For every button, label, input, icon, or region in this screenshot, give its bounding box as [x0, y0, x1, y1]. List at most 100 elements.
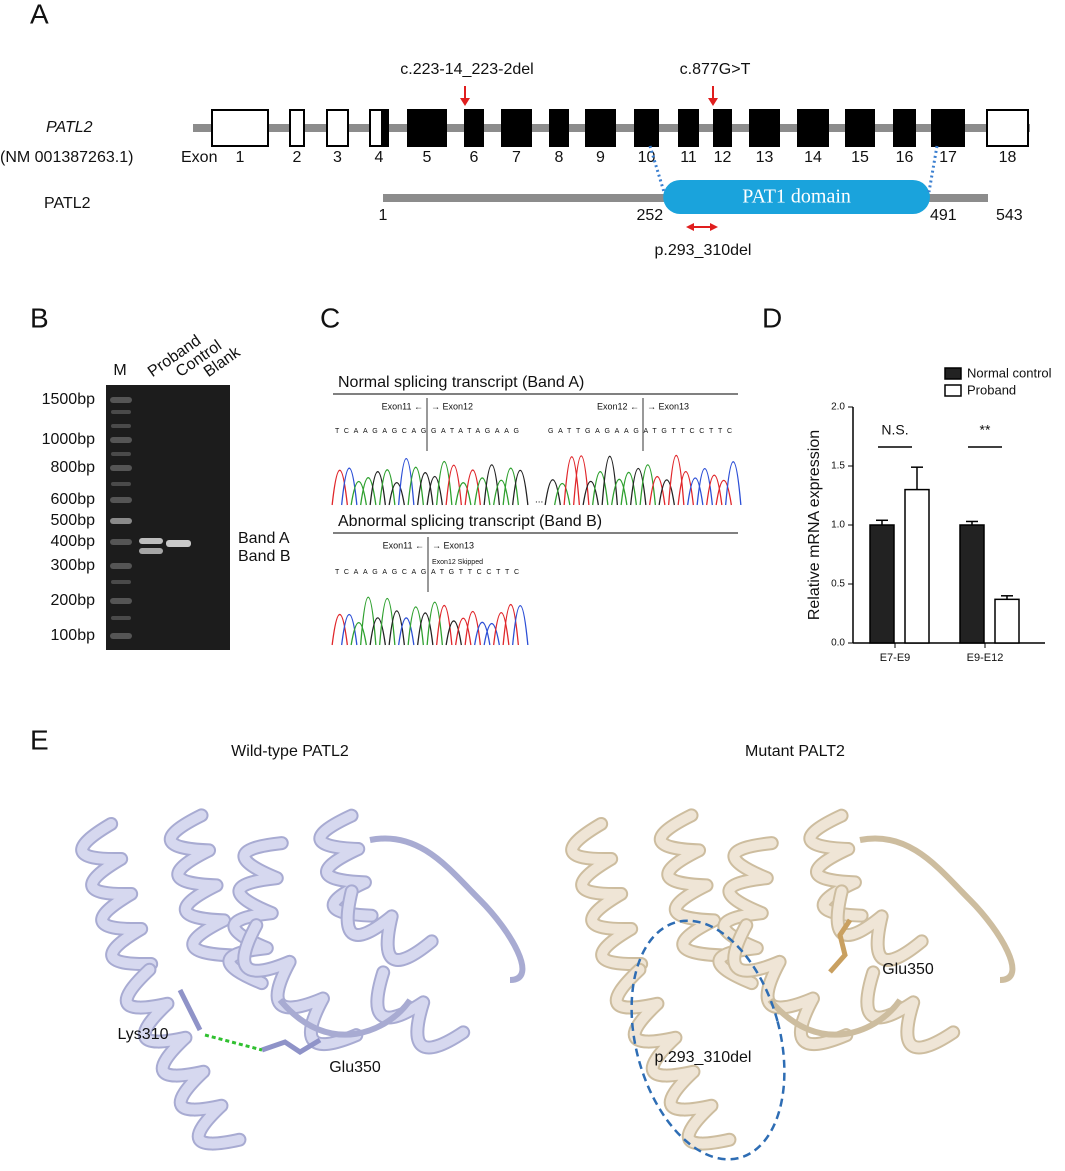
- y-tick-label: 1.5: [831, 461, 845, 472]
- chromatogram-peak: [360, 596, 377, 646]
- chromatogram-peak: [601, 455, 618, 506]
- residue-label: Lys310: [118, 1026, 169, 1043]
- variant-arrowhead: [708, 98, 718, 106]
- bar: [959, 524, 985, 644]
- exon-number: 15: [851, 149, 869, 166]
- side-chain: [828, 918, 853, 974]
- exon-box: [407, 109, 447, 147]
- chromatogram-peak: [677, 470, 694, 506]
- accession: (NM 001387263.1): [0, 149, 133, 166]
- exon-box: [749, 109, 780, 147]
- chromatogram-peak: [379, 597, 396, 646]
- chromatogram-peak: [398, 457, 415, 506]
- exon-number: 10: [638, 149, 656, 166]
- chromatogram-peak: [611, 478, 628, 506]
- position-label: 543: [996, 207, 1023, 224]
- chromatogram-peak: [696, 468, 713, 506]
- deletion-arrowhead: [686, 223, 718, 231]
- chromatogram-peak: [630, 468, 647, 506]
- junction-left: Exon12 ←: [597, 401, 639, 411]
- transcript-title: Abnormal splicing transcript (Band B): [338, 513, 602, 530]
- chromatogram-peak: [687, 477, 704, 506]
- ladder-label: 400bp: [51, 533, 96, 550]
- helix: [77, 818, 157, 969]
- ladder-band: [110, 518, 132, 524]
- chromatogram-peak: [474, 477, 491, 506]
- helix: [121, 964, 245, 1149]
- chromatogram-peak: [436, 460, 453, 506]
- exon-number: 18: [999, 149, 1017, 166]
- loop: [369, 835, 526, 983]
- y-tick-label: 0.5: [831, 579, 845, 590]
- exon-box: [797, 109, 829, 147]
- ladder-label: 100bp: [51, 627, 96, 644]
- junction-right: → Exon13: [647, 401, 689, 411]
- chromatogram-peak: [341, 467, 358, 506]
- chromatogram-peak: [350, 481, 367, 506]
- helix: [862, 967, 959, 1053]
- helix: [567, 818, 647, 969]
- chromatogram-peak: [725, 461, 742, 506]
- ladder-band: [111, 452, 131, 456]
- error-bar: [876, 519, 888, 525]
- exon-number: 2: [293, 149, 302, 166]
- helix: [655, 810, 727, 961]
- ellipsis: ...: [535, 495, 543, 506]
- junction-note: Exon12 Skipped: [432, 559, 483, 566]
- helix: [611, 964, 735, 1149]
- chromatogram-peak: [464, 469, 481, 506]
- exon-coding-part: [381, 110, 388, 146]
- exon-label: Exon: [181, 149, 217, 166]
- exon-number: 9: [596, 149, 605, 166]
- chromatogram-peak: [436, 605, 453, 646]
- structure-title: Mutant PALT2: [745, 743, 845, 760]
- gel-band: [166, 540, 191, 547]
- bar: [869, 524, 895, 644]
- gel-band: [139, 538, 163, 544]
- chromatogram-peak: [544, 479, 561, 506]
- ladder-band: [111, 482, 131, 486]
- chromatogram-peak: [592, 471, 609, 506]
- chromatogram-peak: [582, 481, 599, 506]
- ladder-label: 1500bp: [42, 391, 95, 408]
- structure-title: Wild-type PATL2: [231, 743, 349, 760]
- chromatogram-peak: [426, 601, 443, 646]
- ladder-label: 300bp: [51, 557, 96, 574]
- chromatogram-peak: [407, 606, 424, 646]
- chromatogram-peak: [445, 620, 462, 646]
- position-label: 491: [930, 207, 957, 224]
- junction-right: → Exon13: [432, 540, 474, 550]
- annotation: N.S.: [881, 422, 908, 438]
- ladder-band: [110, 563, 132, 569]
- position-label: 1: [379, 207, 388, 224]
- residue-label: Glu350: [329, 1059, 381, 1076]
- chromatogram-peak: [350, 622, 367, 646]
- exon-box: [634, 109, 659, 147]
- chromatogram-peak: [417, 472, 434, 506]
- deletion-label: p.293_310del: [655, 1049, 752, 1066]
- exon-number: 13: [756, 149, 774, 166]
- variant-label: c.877G>T: [680, 61, 751, 78]
- ladder-band: [110, 598, 132, 604]
- band-label: Band A: [238, 530, 290, 547]
- chromatogram-peak: [512, 469, 529, 506]
- ladder-label: 1000bp: [42, 431, 95, 448]
- chromatogram-peak: [417, 612, 434, 646]
- chromatogram-peak: [388, 482, 405, 506]
- deletion-label: p.293_310del: [655, 242, 752, 259]
- band-label: Band B: [238, 548, 290, 565]
- legend-swatch: [944, 367, 962, 380]
- helix: [832, 886, 927, 965]
- exon-box: [713, 109, 732, 147]
- exon-number: 6: [470, 149, 479, 166]
- pat1-domain: [663, 180, 930, 214]
- junction-right: → Exon12: [431, 401, 473, 411]
- loop: [859, 835, 1016, 983]
- deletion-region: [630, 919, 786, 1161]
- exon-box: [549, 109, 569, 147]
- ladder-label: 600bp: [51, 491, 96, 508]
- exon-box: [211, 109, 269, 147]
- x-tick-label: E9-E12: [967, 652, 1004, 664]
- chromatogram-peak: [502, 467, 519, 506]
- ladder-band: [111, 410, 131, 414]
